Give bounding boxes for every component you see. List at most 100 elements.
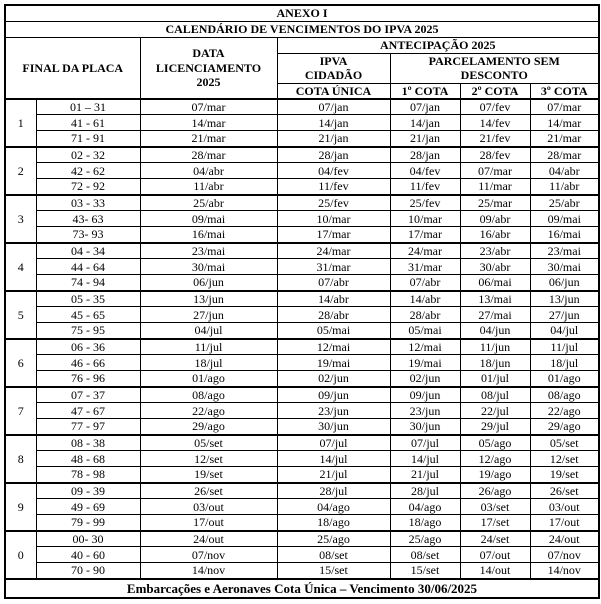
cota-2-date: 07/mar bbox=[459, 162, 531, 180]
cota-unica-date: 28/jul bbox=[276, 481, 391, 500]
licensing-date: 25/abr bbox=[139, 193, 278, 212]
table-row: 48 - 68 12/set 14/jul 14/jul 12/ago 12/set bbox=[5, 450, 600, 468]
cota-3-date: 11/jul bbox=[529, 337, 600, 356]
plate-final-digit: 5 bbox=[4, 289, 37, 340]
cota-3-date: 28/mar bbox=[529, 145, 600, 164]
cota-3-date: 07/mar bbox=[529, 97, 600, 116]
cota-unica-date: 18/ago bbox=[276, 514, 391, 532]
table-row: 0 00- 30 24/out 25/ago 25/ago 24/set 24/out bbox=[4, 529, 600, 580]
licensing-date: 30/mai bbox=[139, 258, 278, 276]
cota-3-date: 05/set bbox=[529, 433, 600, 452]
cota-3-date: 25/abr bbox=[529, 193, 600, 212]
table-row: 44 - 64 30/mai 31/mar 31/mar 30/abr 30/mai bbox=[5, 258, 600, 276]
table-row: 1 01 – 31 07/mar 07/jan 07/jan 07/fev 07/mar bbox=[4, 97, 600, 148]
cota-2-date: 07/out bbox=[459, 546, 531, 564]
cota-1-date: 14/abr bbox=[389, 289, 461, 308]
subtitle-row: CALENDÁRIO DE VENCIMENTOS DO IPVA 2025 bbox=[4, 20, 600, 38]
cota-2-date: 30/abr bbox=[459, 258, 531, 276]
cota-unica-date: 30/jun bbox=[276, 418, 391, 436]
cota-unica-date: 19/mai bbox=[276, 354, 391, 372]
cota-3-date: 07/nov bbox=[529, 546, 600, 564]
header-row-1: FINAL DA PLACA DATA LICENCIAMENTO 2025 A… bbox=[4, 36, 600, 100]
cota-1-date: 30/jun bbox=[389, 418, 461, 436]
plate-final-digit: 6 bbox=[4, 337, 37, 388]
table-row: 49 - 69 03/out 04/ago 04/ago 03/set 03/out bbox=[5, 498, 600, 516]
cota-1-date: 25/ago bbox=[389, 529, 461, 548]
cota-2-date: 29/jul bbox=[459, 418, 531, 436]
cota-3-date: 16/mai bbox=[529, 226, 600, 244]
table-footer-section: Embarcações e Aeronaves Cota Única – Ven… bbox=[4, 577, 600, 599]
licensing-date: 04/jul bbox=[139, 322, 278, 340]
plate-range: 78 - 98 bbox=[35, 466, 141, 484]
cota-1-date: 19/mai bbox=[389, 354, 461, 372]
cota-3-date: 06/jun bbox=[529, 274, 600, 292]
licensing-date: 29/ago bbox=[139, 418, 278, 436]
licensing-date: 08/ago bbox=[139, 385, 278, 404]
table-header-section: ANEXO I CALENDÁRIO DE VENCIMENTOS DO IPV… bbox=[4, 4, 600, 100]
cota-3-date: 12/set bbox=[529, 450, 600, 468]
plate-range: 09 - 39 bbox=[35, 481, 141, 500]
cota-3-date: 24/out bbox=[529, 529, 600, 548]
cota-1-date: 17/mar bbox=[389, 226, 461, 244]
plate-final-digit: 4 bbox=[4, 241, 37, 292]
cota-2-date: 13/mai bbox=[459, 289, 531, 308]
cota-1-date: 14/jul bbox=[389, 450, 461, 468]
table-row: 2 02 - 32 28/mar 28/jan 28/jan 28/fev 28/mar bbox=[4, 145, 600, 196]
cota-unica-date: 15/set bbox=[276, 562, 391, 580]
licensing-date: 18/jul bbox=[139, 354, 278, 372]
cota-2-date: 21/fev bbox=[459, 130, 531, 148]
table-row: 70 - 90 14/nov 15/set 15/set 14/out 14/nov bbox=[5, 562, 600, 580]
licensing-date: 27/jun bbox=[139, 306, 278, 324]
licensing-date: 26/set bbox=[139, 481, 278, 500]
licensing-date: 17/out bbox=[139, 514, 278, 532]
cota-unica-date: 25/fev bbox=[276, 193, 391, 212]
cota-1-date: 07/jul bbox=[389, 433, 461, 452]
table-data-section: 1 01 – 31 07/mar 07/jan 07/jan 07/fev 07/mar 4 1… bbox=[4, 97, 600, 580]
cota-unica-date: 04/fev bbox=[276, 162, 391, 180]
cota-2-date: 27/mai bbox=[459, 306, 531, 324]
cota-unica-date: 04/ago bbox=[276, 498, 391, 516]
cota-unica-date: 14/jul bbox=[276, 450, 391, 468]
cota-1-date: 21/jul bbox=[389, 466, 461, 484]
plate-range: 48 - 68 bbox=[35, 450, 141, 468]
cota-2-date: 18/jun bbox=[459, 354, 531, 372]
cota-unica-date: 21/jul bbox=[276, 466, 391, 484]
plate-final-digit: 7 bbox=[4, 385, 37, 436]
cota-2-date: 14/fev bbox=[459, 114, 531, 132]
licensing-date: 19/set bbox=[139, 466, 278, 484]
licensing-date: 28/mar bbox=[139, 145, 278, 164]
table-row: 5 05 - 35 13/jun 14/abr 14/abr 13/mai 13/jun bbox=[4, 289, 600, 340]
cota-3-date: 09/mai bbox=[529, 210, 600, 228]
licensing-date: 11/abr bbox=[139, 178, 278, 196]
table-row: 43- 63 09/mai 10/mar 10/mar 09/abr 09/mai bbox=[5, 210, 600, 228]
table-row: 71 - 91 21/mar 21/jan 21/jan 21/fev 21/mar bbox=[5, 130, 600, 148]
cota-1-date: 15/set bbox=[389, 562, 461, 580]
plate-range: 04 - 34 bbox=[35, 241, 141, 260]
header-cota-2: 2º COTA bbox=[459, 82, 531, 100]
plate-final-digit: 8 bbox=[4, 433, 37, 484]
cota-3-date: 11/abr bbox=[529, 178, 600, 196]
licensing-date: 03/out bbox=[139, 498, 278, 516]
cota-1-date: 18/ago bbox=[389, 514, 461, 532]
table-row: 45 - 65 27/jun 28/abr 28/abr 27/mai 27/jun bbox=[5, 306, 600, 324]
cota-1-date: 10/mar bbox=[389, 210, 461, 228]
table-row: 7 07 - 37 08/ago 09/jun 09/jun 08/jul 08/ago bbox=[4, 385, 600, 436]
cota-2-date: 14/out bbox=[459, 562, 531, 580]
cota-2-date: 07/fev bbox=[459, 97, 531, 116]
cota-unica-date: 14/jan bbox=[276, 114, 391, 132]
plate-range: 40 - 60 bbox=[35, 546, 141, 564]
cota-1-date: 04/fev bbox=[389, 162, 461, 180]
plate-range: 79 - 99 bbox=[35, 514, 141, 532]
licensing-date: 13/jun bbox=[139, 289, 278, 308]
cota-2-date: 06/mai bbox=[459, 274, 531, 292]
plate-range: 43- 63 bbox=[35, 210, 141, 228]
plate-range: 46 - 66 bbox=[35, 354, 141, 372]
header-ipva-cidadao: IPVA CIDADÃO bbox=[276, 52, 391, 84]
cota-1-date: 04/ago bbox=[389, 498, 461, 516]
cota-unica-date: 31/mar bbox=[276, 258, 391, 276]
plate-range: 42 - 62 bbox=[35, 162, 141, 180]
licensing-date: 06/jun bbox=[139, 274, 278, 292]
cota-2-date: 24/set bbox=[459, 529, 531, 548]
cota-3-date: 01/ago bbox=[529, 370, 600, 388]
cota-1-date: 07/abr bbox=[389, 274, 461, 292]
